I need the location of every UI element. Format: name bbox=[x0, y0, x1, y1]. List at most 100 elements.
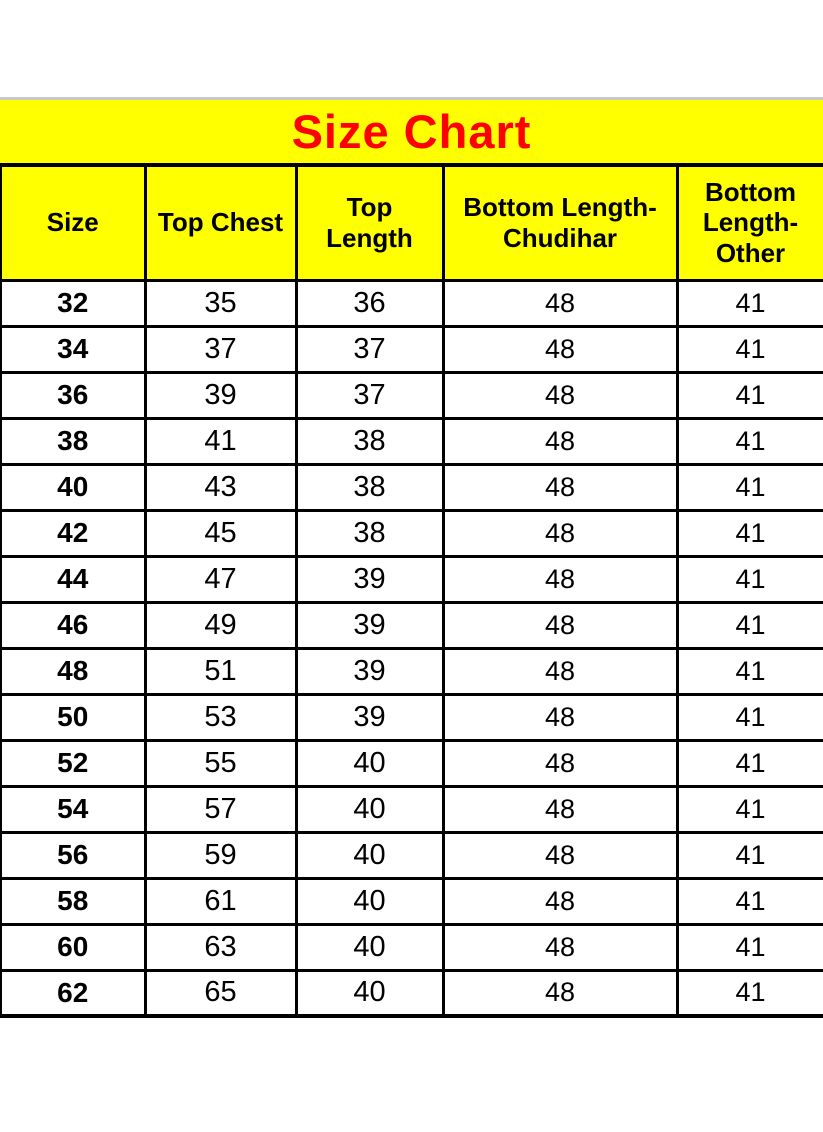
column-header-bottom-length-other: Bottom Length-Other bbox=[675, 167, 823, 282]
cell-bottom-length-chudihar: 48 bbox=[441, 508, 679, 558]
cell-bottom-length-chudihar: 48 bbox=[441, 922, 679, 972]
cell-bottom-length-other: 41 bbox=[675, 554, 823, 604]
table-row: 44 47 39 48 41 bbox=[0, 554, 823, 604]
cell-size: 32 bbox=[0, 278, 147, 328]
cell-top-chest: 47 bbox=[143, 554, 298, 604]
cell-size: 54 bbox=[0, 784, 147, 834]
cell-bottom-length-other: 41 bbox=[675, 600, 823, 650]
cell-top-length: 40 bbox=[294, 968, 445, 1018]
column-header-bottom-length-chudihar: Bottom Length-Chudihar bbox=[441, 167, 679, 282]
cell-size: 50 bbox=[0, 692, 147, 742]
cell-top-chest: 45 bbox=[143, 508, 298, 558]
cell-top-length: 40 bbox=[294, 738, 445, 788]
cell-bottom-length-chudihar: 48 bbox=[441, 554, 679, 604]
size-chart-table: Size Top Chest Top Length Bottom Length-… bbox=[0, 167, 823, 1018]
cell-bottom-length-other: 41 bbox=[675, 738, 823, 788]
cell-top-length: 36 bbox=[294, 278, 445, 328]
cell-bottom-length-chudihar: 48 bbox=[441, 876, 679, 926]
cell-bottom-length-other: 41 bbox=[675, 278, 823, 328]
cell-bottom-length-other: 41 bbox=[675, 462, 823, 512]
table-row: 62 65 40 48 41 bbox=[0, 968, 823, 1018]
cell-top-length: 38 bbox=[294, 462, 445, 512]
cell-bottom-length-chudihar: 48 bbox=[441, 324, 679, 374]
cell-top-length: 40 bbox=[294, 784, 445, 834]
cell-size: 44 bbox=[0, 554, 147, 604]
cell-bottom-length-other: 41 bbox=[675, 968, 823, 1018]
table-row: 46 49 39 48 41 bbox=[0, 600, 823, 650]
cell-top-chest: 49 bbox=[143, 600, 298, 650]
cell-bottom-length-chudihar: 48 bbox=[441, 462, 679, 512]
cell-bottom-length-chudihar: 48 bbox=[441, 646, 679, 696]
table-row: 50 53 39 48 41 bbox=[0, 692, 823, 742]
cell-size: 58 bbox=[0, 876, 147, 926]
cell-size: 48 bbox=[0, 646, 147, 696]
cell-top-length: 37 bbox=[294, 370, 445, 420]
cell-bottom-length-other: 41 bbox=[675, 508, 823, 558]
table-row: 52 55 40 48 41 bbox=[0, 738, 823, 788]
cell-top-length: 38 bbox=[294, 416, 445, 466]
column-header-size: Size bbox=[0, 167, 147, 282]
cell-top-chest: 57 bbox=[143, 784, 298, 834]
cell-size: 38 bbox=[0, 416, 147, 466]
cell-bottom-length-chudihar: 48 bbox=[441, 968, 679, 1018]
cell-size: 46 bbox=[0, 600, 147, 650]
table-row: 32 35 36 48 41 bbox=[0, 278, 823, 328]
cell-size: 36 bbox=[0, 370, 147, 420]
cell-bottom-length-chudihar: 48 bbox=[441, 416, 679, 466]
cell-bottom-length-other: 41 bbox=[675, 324, 823, 374]
table-row: 40 43 38 48 41 bbox=[0, 462, 823, 512]
cell-top-length: 39 bbox=[294, 646, 445, 696]
cell-bottom-length-other: 41 bbox=[675, 922, 823, 972]
cell-bottom-length-chudihar: 48 bbox=[441, 278, 679, 328]
cell-bottom-length-chudihar: 48 bbox=[441, 600, 679, 650]
table-row: 60 63 40 48 41 bbox=[0, 922, 823, 972]
cell-bottom-length-other: 41 bbox=[675, 646, 823, 696]
cell-size: 34 bbox=[0, 324, 147, 374]
table-row: 48 51 39 48 41 bbox=[0, 646, 823, 696]
cell-bottom-length-chudihar: 48 bbox=[441, 692, 679, 742]
column-header-top-length: Top Length bbox=[294, 167, 445, 282]
cell-size: 40 bbox=[0, 462, 147, 512]
cell-top-chest: 37 bbox=[143, 324, 298, 374]
cell-size: 60 bbox=[0, 922, 147, 972]
cell-top-chest: 65 bbox=[143, 968, 298, 1018]
cell-top-chest: 59 bbox=[143, 830, 298, 880]
table-row: 54 57 40 48 41 bbox=[0, 784, 823, 834]
table-row: 34 37 37 48 41 bbox=[0, 324, 823, 374]
table-row: 42 45 38 48 41 bbox=[0, 508, 823, 558]
cell-bottom-length-other: 41 bbox=[675, 416, 823, 466]
cell-top-length: 40 bbox=[294, 830, 445, 880]
cell-bottom-length-chudihar: 48 bbox=[441, 830, 679, 880]
table-row: 56 59 40 48 41 bbox=[0, 830, 823, 880]
cell-bottom-length-chudihar: 48 bbox=[441, 784, 679, 834]
cell-top-chest: 43 bbox=[143, 462, 298, 512]
table-row: 38 41 38 48 41 bbox=[0, 416, 823, 466]
cell-size: 56 bbox=[0, 830, 147, 880]
cell-bottom-length-other: 41 bbox=[675, 784, 823, 834]
size-chart: Size Chart Size Top Chest Top Length Bot… bbox=[0, 97, 823, 1018]
column-header-top-chest: Top Chest bbox=[143, 167, 298, 282]
cell-top-chest: 55 bbox=[143, 738, 298, 788]
cell-top-chest: 51 bbox=[143, 646, 298, 696]
cell-bottom-length-other: 41 bbox=[675, 692, 823, 742]
cell-top-length: 39 bbox=[294, 554, 445, 604]
cell-top-chest: 63 bbox=[143, 922, 298, 972]
cell-bottom-length-other: 41 bbox=[675, 876, 823, 926]
cell-top-length: 39 bbox=[294, 600, 445, 650]
cell-bottom-length-other: 41 bbox=[675, 370, 823, 420]
cell-size: 62 bbox=[0, 968, 147, 1018]
cell-top-length: 38 bbox=[294, 508, 445, 558]
cell-bottom-length-other: 41 bbox=[675, 830, 823, 880]
cell-top-length: 40 bbox=[294, 922, 445, 972]
cell-top-chest: 35 bbox=[143, 278, 298, 328]
table-header: Size Top Chest Top Length Bottom Length-… bbox=[0, 167, 823, 282]
cell-top-length: 40 bbox=[294, 876, 445, 926]
cell-bottom-length-chudihar: 48 bbox=[441, 738, 679, 788]
table-row: 58 61 40 48 41 bbox=[0, 876, 823, 926]
cell-top-chest: 39 bbox=[143, 370, 298, 420]
cell-top-length: 39 bbox=[294, 692, 445, 742]
header-row: Size Top Chest Top Length Bottom Length-… bbox=[0, 167, 823, 282]
cell-bottom-length-chudihar: 48 bbox=[441, 370, 679, 420]
cell-size: 42 bbox=[0, 508, 147, 558]
